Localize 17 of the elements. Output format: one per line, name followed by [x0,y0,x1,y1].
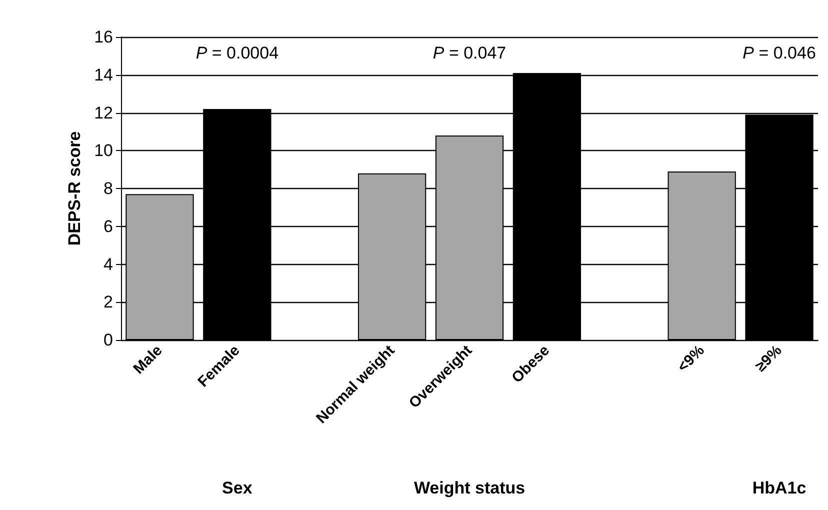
y-tick-label: 6 [104,216,113,236]
y-tick-label: 8 [104,179,113,198]
y-tick-label: 14 [94,65,113,84]
y-tick-label: 4 [104,254,113,274]
text: HbA1c [752,478,806,498]
text: Sex [222,478,253,498]
annotation: P = 0.047 [432,44,506,62]
text: Weight status [414,478,526,498]
y-tick-label: 0 [104,330,113,350]
y-axis-title: DEPS-R score [65,131,84,246]
annotation: P = 0.0004 [196,44,279,62]
annotation: P = 0.046 [742,44,816,62]
x-tick-label: <9% [674,342,708,376]
y-tick-label: 12 [94,103,113,122]
y-tick-label: 16 [94,28,113,46]
y-tick-label: 2 [104,292,113,312]
y-tick-label: 10 [94,141,113,160]
